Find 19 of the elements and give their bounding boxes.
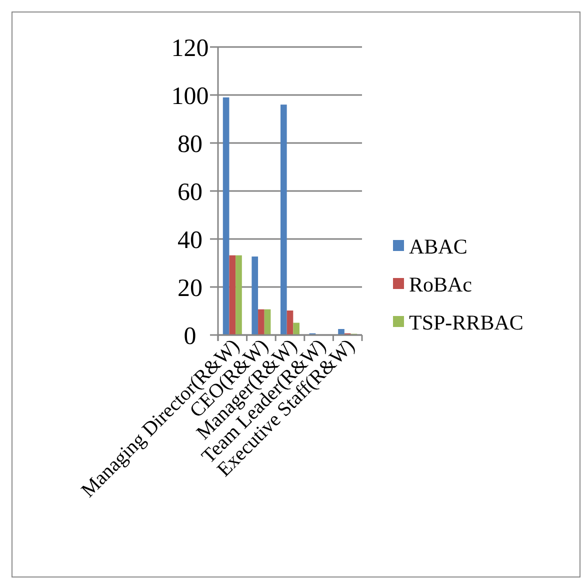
bar: [264, 309, 271, 335]
y-tick-label: 20: [178, 274, 202, 302]
y-tick-label: 60: [178, 178, 202, 206]
y-tick-label: 80: [178, 130, 202, 158]
legend-label: ABAC: [409, 234, 468, 258]
y-tick-label: 100: [171, 82, 209, 110]
bar: [229, 255, 236, 335]
legend-label: TSP-RRBAC: [409, 310, 524, 334]
bar: [286, 310, 294, 335]
bar: [222, 97, 230, 335]
bar: [338, 329, 344, 335]
bar: [293, 322, 300, 335]
legend-label: RoBAc: [409, 272, 472, 296]
bar: [236, 255, 242, 335]
bar: [258, 309, 264, 335]
y-tick-label: 120: [171, 34, 209, 62]
bar: [280, 104, 287, 335]
y-tick-label: 40: [178, 226, 202, 254]
bar: [252, 256, 258, 335]
